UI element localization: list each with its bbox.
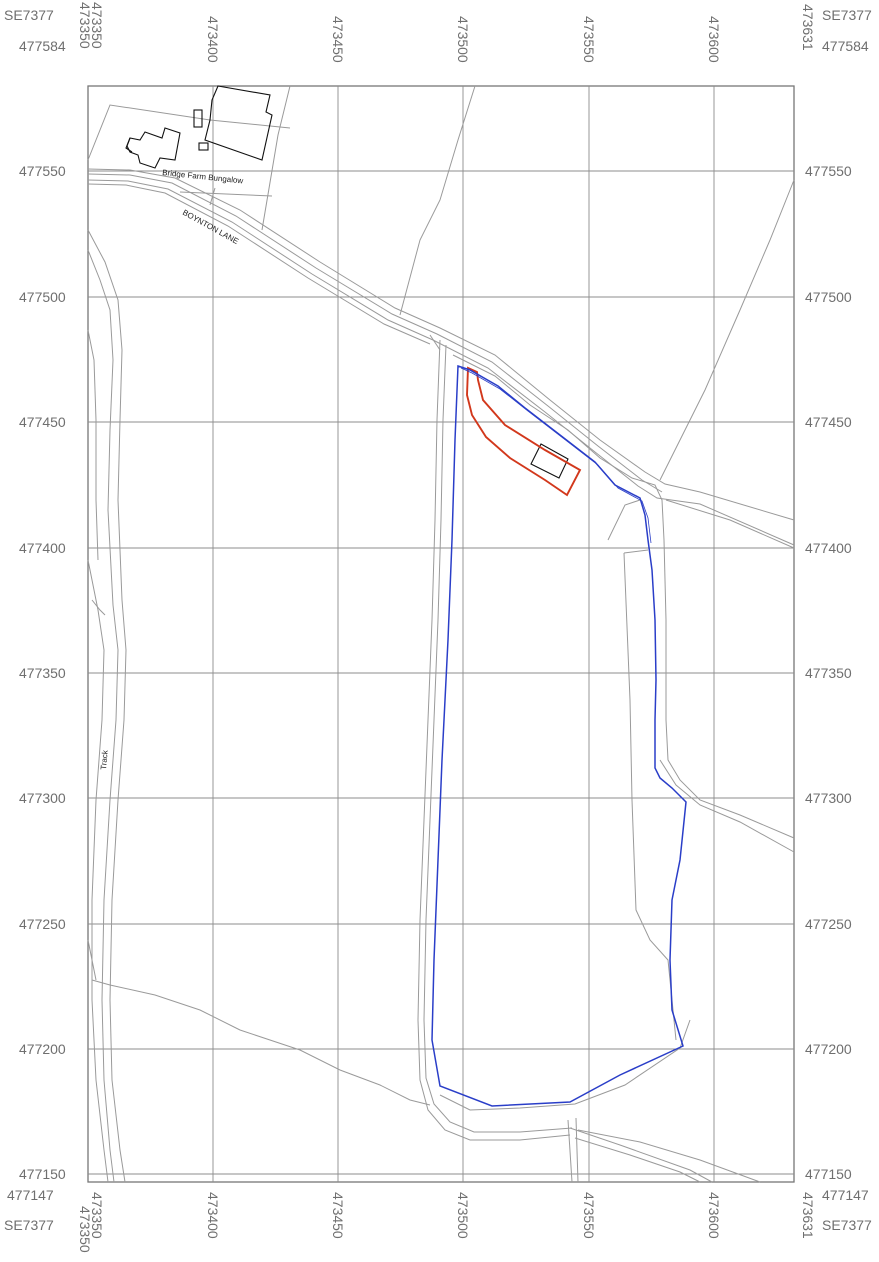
south-buffer [440,1020,690,1110]
y-right-477400: 477400 [805,541,852,555]
building-outbuilding-tiny [199,143,208,150]
y-max-top-left: 477584 [19,39,66,53]
south-track-b [576,1118,578,1182]
y-left-477400: 477400 [19,541,66,555]
x-bottom-473450: 473450 [331,1192,345,1239]
field-boundary-east [666,500,794,548]
x-top-473400: 473400 [206,16,220,63]
central-track-west-a [418,340,570,1140]
x-min-bottom-b: 473350 [78,1206,92,1253]
y-right-477550: 477550 [805,164,852,178]
central-track-west-b [424,345,572,1132]
y-max-top-right: 477584 [822,39,869,53]
y-right-477500: 477500 [805,290,852,304]
x-bottom-473600: 473600 [707,1192,721,1239]
y-right-477300: 477300 [805,791,852,805]
south-track-a [568,1120,572,1182]
building-bungalow-wing [126,138,132,152]
y-left-477500: 477500 [19,290,66,304]
y-right-477350: 477350 [805,666,852,680]
y-min-bottom-left: 477147 [7,1188,54,1202]
field-boundary-north [400,86,475,315]
x-max-bottom: 473631 [801,1192,815,1239]
x-top-473450: 473450 [331,16,345,63]
x-top-473500: 473500 [456,16,470,63]
east-field-drop [624,553,676,1040]
boynton-lane-verge [88,184,430,344]
sheet-ref-top-left: SE7377 [4,8,54,22]
track-west-edge-b [88,250,118,1182]
x-top-473550: 473550 [582,16,596,63]
field-boundary-northeast [660,180,794,480]
y-left-477450: 477450 [19,415,66,429]
east-field-inner [608,500,640,540]
sheet-ref-bottom-right: SE7377 [822,1218,872,1232]
x-bottom-473500: 473500 [456,1192,470,1239]
boynton-lane-edge-centre [88,174,662,492]
south-track-d [575,1138,700,1182]
site-margin-b [660,760,794,852]
y-right-477250: 477250 [805,917,852,931]
label-track: Track [99,749,110,770]
track-west-edge-c [88,330,98,560]
map-features [88,86,794,1182]
field-boundary-south [92,980,430,1105]
east-field-line [624,550,648,553]
boynton-lane-edge-south [88,180,794,545]
buildings [126,86,568,478]
x-min-top-b: 473350 [78,2,92,49]
y-right-477200: 477200 [805,1042,852,1056]
grid-lines [88,86,794,1182]
farm-boundary-east [262,86,290,230]
y-left-477300: 477300 [19,791,66,805]
y-right-477150: 477150 [805,1167,852,1181]
building-bungalow [127,128,180,168]
site-margin [453,355,794,838]
sheet-ref-top-right: SE7377 [822,8,872,22]
x-bottom-473400: 473400 [206,1192,220,1239]
x-bottom-473550: 473550 [582,1192,596,1239]
y-left-477200: 477200 [19,1042,66,1056]
sheet-ref-bottom-left: SE7377 [4,1218,54,1232]
y-left-477150: 477150 [19,1167,66,1181]
farm-boundary-drive [210,188,215,205]
y-left-477550: 477550 [19,164,66,178]
y-left-477250: 477250 [19,917,66,931]
farm-boundary-north [88,105,290,160]
x-top-473600: 473600 [707,16,721,63]
x-max-top: 473631 [801,4,815,51]
y-min-bottom-right: 477147 [822,1188,869,1202]
y-right-477450: 477450 [805,415,852,429]
map-frame [88,86,794,1182]
y-left-477350: 477350 [19,666,66,680]
